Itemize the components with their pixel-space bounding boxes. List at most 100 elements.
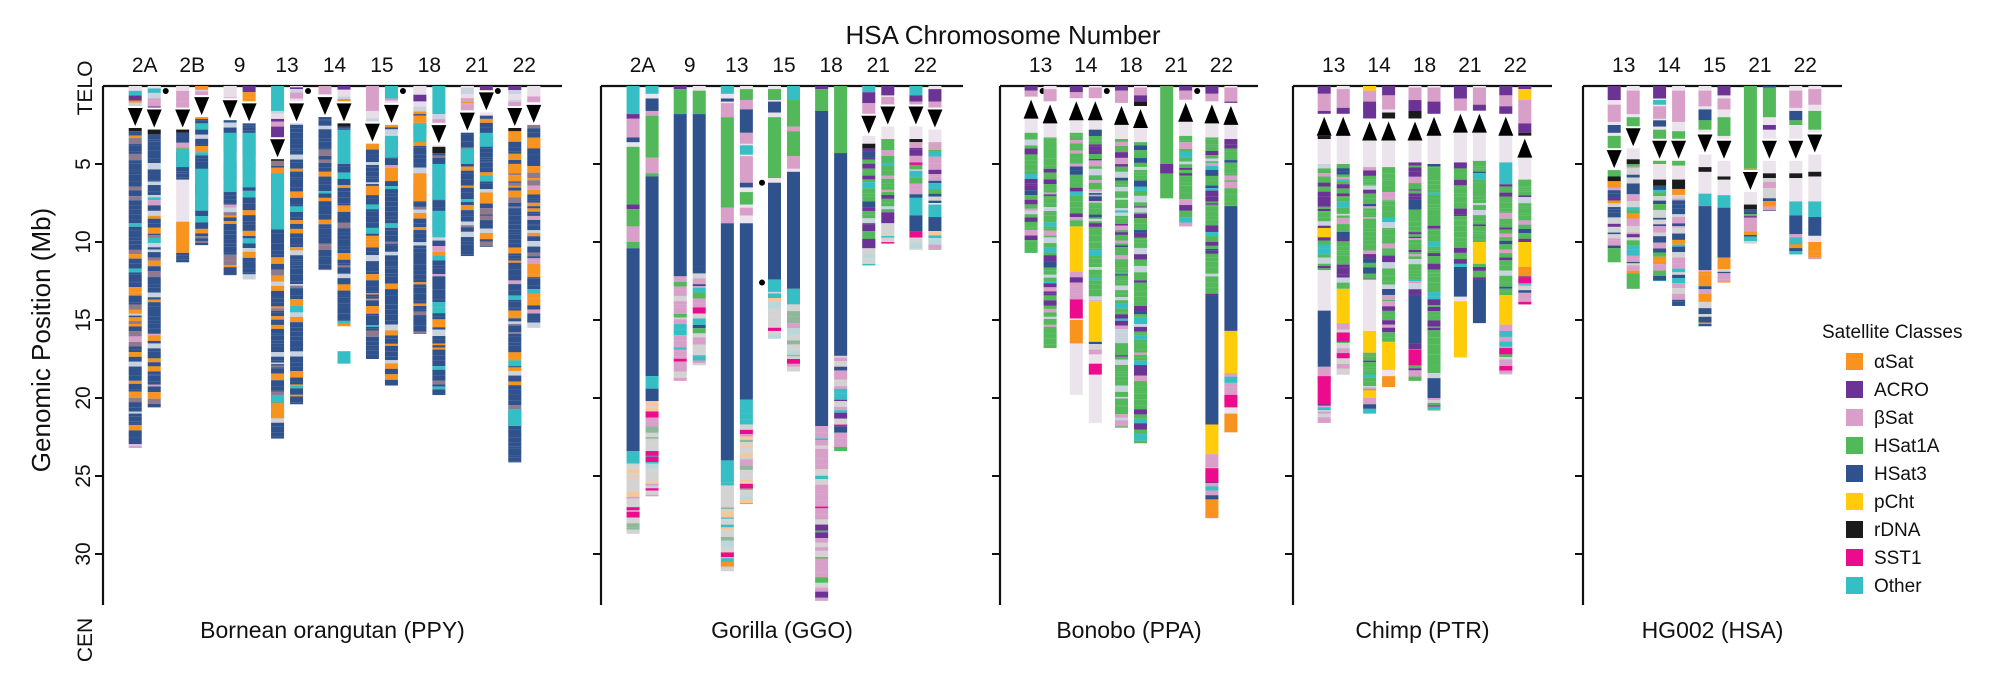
chromosome-14: 14 (1362, 54, 1397, 414)
satellite-band (1472, 188, 1486, 195)
satellite-block-HSat3 (1472, 279, 1486, 324)
satellite-band (223, 234, 237, 240)
satellite-band (692, 313, 706, 319)
satellite-block-Other (271, 86, 285, 111)
satellite-band (787, 316, 800, 324)
satellite-band (1472, 277, 1486, 280)
satellite-band (1427, 269, 1441, 273)
satellite-band (1043, 158, 1057, 166)
satellite-band (1408, 254, 1422, 257)
satellite-band (413, 279, 427, 283)
satellite-band (881, 175, 895, 179)
satellite-band (460, 103, 474, 105)
satellite-band (128, 383, 142, 388)
satellite-band (384, 338, 398, 344)
satellite-band (1317, 211, 1331, 213)
satellite-band (1134, 418, 1147, 424)
satellite-band (626, 529, 640, 534)
haplotype-column (146, 86, 169, 408)
satellite-band (271, 254, 285, 258)
haplotype-column (1223, 86, 1239, 433)
satellite-band (242, 272, 256, 275)
satellite-band (1499, 229, 1513, 234)
satellite-band (1363, 193, 1377, 199)
satellite-band (1626, 266, 1640, 271)
orientation-arrow-icon (478, 92, 494, 111)
satellite-band (1205, 184, 1219, 186)
haplotype-column (459, 86, 475, 257)
satellite-band (1518, 197, 1532, 200)
satellite-band (1653, 226, 1667, 233)
satellite-band (337, 99, 351, 103)
satellite-band (1179, 164, 1193, 168)
satellite-band (508, 299, 522, 302)
satellite-band (337, 305, 351, 308)
haplotype-column (478, 86, 501, 247)
satellite-band (384, 351, 398, 357)
satellite-band (1024, 178, 1038, 184)
satellite-band (271, 118, 285, 122)
satellite-band (1408, 281, 1422, 284)
satellite-band (862, 148, 876, 152)
satellite-band (928, 169, 942, 175)
satellite-band (815, 547, 829, 551)
satellite-band (290, 299, 304, 306)
satellite-band (365, 118, 379, 122)
satellite-band (413, 94, 427, 102)
chromosome-21: 21 (1742, 54, 1777, 244)
satellite-band (1472, 270, 1486, 278)
satellite-band (318, 243, 332, 246)
satellite-band (1134, 212, 1147, 215)
satellite-band (147, 310, 161, 317)
orientation-arrow-icon (175, 109, 191, 128)
satellite-band (1134, 166, 1147, 171)
satellite-band (815, 542, 829, 548)
satellite-band (1088, 150, 1102, 154)
satellite-band (527, 215, 541, 220)
satellite-band (1043, 179, 1057, 185)
satellite-band (432, 235, 446, 241)
satellite-band (1317, 410, 1331, 412)
satellite-band (242, 97, 256, 103)
satellite-band (1115, 376, 1128, 381)
satellite-band (1317, 223, 1331, 226)
satellite-block-HSat1A (1743, 86, 1757, 169)
satellite-band (318, 208, 332, 215)
satellite-band (1626, 237, 1640, 241)
satellite-band (432, 268, 446, 275)
satellite-band (881, 202, 895, 205)
satellite-band (1472, 233, 1486, 236)
satellite-band (479, 224, 493, 229)
haplotype-column (1697, 86, 1713, 327)
satellite-band (1363, 404, 1377, 409)
satellite-band (1672, 272, 1686, 275)
satellite-band (128, 240, 142, 245)
satellite-band (1499, 196, 1513, 201)
satellite-band (1088, 275, 1102, 278)
satellite-band (909, 170, 923, 178)
satellite-band (673, 317, 687, 320)
satellite-band (384, 211, 398, 213)
orientation-arrow-icon (1807, 134, 1823, 153)
satellite-band (1088, 160, 1102, 167)
satellite-band (290, 138, 304, 145)
orientation-arrow-icon (927, 109, 943, 128)
satellite-band (147, 351, 161, 359)
satellite-band (318, 138, 332, 142)
satellite-band (1698, 274, 1712, 281)
satellite-band (223, 243, 237, 247)
satellite-block-HSat1A (1698, 120, 1712, 130)
legend-label: HSat1A (1874, 436, 1940, 457)
satellite-band (739, 451, 753, 454)
satellite-block-ACRO (1115, 86, 1128, 91)
satellite-band (290, 327, 304, 332)
satellite-band (318, 167, 332, 172)
satellite-band (1115, 261, 1128, 268)
satellite-band (290, 132, 304, 139)
satellite-band (1427, 273, 1441, 277)
satellite-band (290, 377, 304, 382)
satellite-band (1499, 373, 1513, 375)
satellite-band (1205, 165, 1219, 170)
satellite-band (1115, 251, 1128, 256)
satellite-band (815, 438, 829, 441)
